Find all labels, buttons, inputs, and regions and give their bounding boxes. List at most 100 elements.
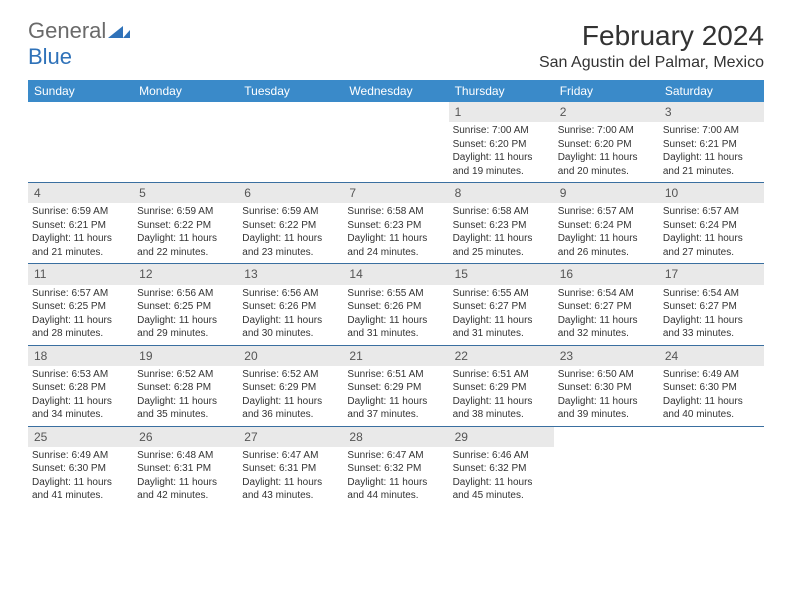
daylight-text: Daylight: 11 hours and 39 minutes.	[558, 395, 655, 422]
day-number: 17	[659, 264, 764, 284]
day-number: 27	[238, 427, 343, 447]
daylight-text: Daylight: 11 hours and 42 minutes.	[137, 476, 234, 503]
day-info: Sunrise: 6:58 AMSunset: 6:23 PMDaylight:…	[343, 203, 448, 263]
day-info: Sunrise: 6:53 AMSunset: 6:28 PMDaylight:…	[28, 366, 133, 426]
day-number: 10	[659, 183, 764, 203]
day-info: Sunrise: 6:52 AMSunset: 6:29 PMDaylight:…	[238, 366, 343, 426]
calendar-week-row: 4Sunrise: 6:59 AMSunset: 6:21 PMDaylight…	[28, 182, 764, 263]
day-number: 3	[659, 102, 764, 122]
daylight-text: Daylight: 11 hours and 31 minutes.	[347, 314, 444, 341]
day-number: 8	[449, 183, 554, 203]
day-number: 12	[133, 264, 238, 284]
sunset-text: Sunset: 6:25 PM	[32, 300, 129, 314]
sunset-text: Sunset: 6:30 PM	[32, 462, 129, 476]
sunrise-text: Sunrise: 6:58 AM	[347, 205, 444, 219]
calendar-day-cell: 28Sunrise: 6:47 AMSunset: 6:32 PMDayligh…	[343, 427, 448, 507]
daylight-text: Daylight: 11 hours and 35 minutes.	[137, 395, 234, 422]
day-info: Sunrise: 6:47 AMSunset: 6:32 PMDaylight:…	[343, 447, 448, 507]
day-number: 15	[449, 264, 554, 284]
sunrise-text: Sunrise: 7:00 AM	[663, 124, 760, 138]
sunrise-text: Sunrise: 6:57 AM	[558, 205, 655, 219]
sunset-text: Sunset: 6:20 PM	[453, 138, 550, 152]
calendar-day-cell: 22Sunrise: 6:51 AMSunset: 6:29 PMDayligh…	[449, 346, 554, 426]
weekday-label: Saturday	[659, 80, 764, 102]
sunset-text: Sunset: 6:31 PM	[242, 462, 339, 476]
weekday-label: Friday	[554, 80, 659, 102]
day-info: Sunrise: 7:00 AMSunset: 6:20 PMDaylight:…	[554, 122, 659, 182]
sunset-text: Sunset: 6:24 PM	[663, 219, 760, 233]
calendar-week-row: 11Sunrise: 6:57 AMSunset: 6:25 PMDayligh…	[28, 263, 764, 344]
sunrise-text: Sunrise: 6:51 AM	[347, 368, 444, 382]
sunset-text: Sunset: 6:31 PM	[137, 462, 234, 476]
sunset-text: Sunset: 6:21 PM	[32, 219, 129, 233]
calendar-day-cell: 19Sunrise: 6:52 AMSunset: 6:28 PMDayligh…	[133, 346, 238, 426]
sunset-text: Sunset: 6:24 PM	[558, 219, 655, 233]
daylight-text: Daylight: 11 hours and 43 minutes.	[242, 476, 339, 503]
day-info: Sunrise: 6:51 AMSunset: 6:29 PMDaylight:…	[449, 366, 554, 426]
calendar-day-cell: 15Sunrise: 6:55 AMSunset: 6:27 PMDayligh…	[449, 264, 554, 344]
day-number: 11	[28, 264, 133, 284]
calendar-day-cell: .	[554, 427, 659, 507]
day-number: 6	[238, 183, 343, 203]
day-info: Sunrise: 6:59 AMSunset: 6:22 PMDaylight:…	[238, 203, 343, 263]
daylight-text: Daylight: 11 hours and 32 minutes.	[558, 314, 655, 341]
sunrise-text: Sunrise: 6:54 AM	[663, 287, 760, 301]
sunset-text: Sunset: 6:23 PM	[453, 219, 550, 233]
sunrise-text: Sunrise: 7:00 AM	[558, 124, 655, 138]
sunrise-text: Sunrise: 6:59 AM	[137, 205, 234, 219]
sunset-text: Sunset: 6:20 PM	[558, 138, 655, 152]
daylight-text: Daylight: 11 hours and 20 minutes.	[558, 151, 655, 178]
calendar-day-cell: 8Sunrise: 6:58 AMSunset: 6:23 PMDaylight…	[449, 183, 554, 263]
daylight-text: Daylight: 11 hours and 25 minutes.	[453, 232, 550, 259]
day-number: 2	[554, 102, 659, 122]
calendar-week-row: ....1Sunrise: 7:00 AMSunset: 6:20 PMDayl…	[28, 102, 764, 182]
weekday-label: Wednesday	[343, 80, 448, 102]
brand-part2: Blue	[28, 44, 72, 70]
calendar-day-cell: 1Sunrise: 7:00 AMSunset: 6:20 PMDaylight…	[449, 102, 554, 182]
calendar-day-cell: 27Sunrise: 6:47 AMSunset: 6:31 PMDayligh…	[238, 427, 343, 507]
sunrise-text: Sunrise: 6:55 AM	[453, 287, 550, 301]
calendar-day-cell: .	[343, 102, 448, 182]
calendar-day-cell: 25Sunrise: 6:49 AMSunset: 6:30 PMDayligh…	[28, 427, 133, 507]
sunrise-text: Sunrise: 6:49 AM	[663, 368, 760, 382]
daylight-text: Daylight: 11 hours and 21 minutes.	[663, 151, 760, 178]
daylight-text: Daylight: 11 hours and 44 minutes.	[347, 476, 444, 503]
sunset-text: Sunset: 6:27 PM	[663, 300, 760, 314]
day-number: 18	[28, 346, 133, 366]
calendar-day-cell: .	[659, 427, 764, 507]
daylight-text: Daylight: 11 hours and 40 minutes.	[663, 395, 760, 422]
calendar-week-row: 25Sunrise: 6:49 AMSunset: 6:30 PMDayligh…	[28, 426, 764, 507]
weekday-label: Sunday	[28, 80, 133, 102]
sunrise-text: Sunrise: 6:49 AM	[32, 449, 129, 463]
day-number: 21	[343, 346, 448, 366]
day-number: 14	[343, 264, 448, 284]
day-info: Sunrise: 6:49 AMSunset: 6:30 PMDaylight:…	[28, 447, 133, 507]
brand-part1: General	[28, 20, 106, 42]
day-info: Sunrise: 6:48 AMSunset: 6:31 PMDaylight:…	[133, 447, 238, 507]
sunrise-text: Sunrise: 6:52 AM	[137, 368, 234, 382]
sunrise-text: Sunrise: 6:52 AM	[242, 368, 339, 382]
calendar-day-cell: 3Sunrise: 7:00 AMSunset: 6:21 PMDaylight…	[659, 102, 764, 182]
sunrise-text: Sunrise: 6:46 AM	[453, 449, 550, 463]
sunrise-text: Sunrise: 6:50 AM	[558, 368, 655, 382]
day-number: 26	[133, 427, 238, 447]
day-info: Sunrise: 6:59 AMSunset: 6:21 PMDaylight:…	[28, 203, 133, 263]
sunrise-text: Sunrise: 6:57 AM	[663, 205, 760, 219]
daylight-text: Daylight: 11 hours and 38 minutes.	[453, 395, 550, 422]
calendar-body: ....1Sunrise: 7:00 AMSunset: 6:20 PMDayl…	[28, 102, 764, 507]
title-block: February 2024 San Agustin del Palmar, Me…	[539, 20, 764, 72]
sunset-text: Sunset: 6:29 PM	[453, 381, 550, 395]
location-text: San Agustin del Palmar, Mexico	[539, 54, 764, 72]
day-info: Sunrise: 6:46 AMSunset: 6:32 PMDaylight:…	[449, 447, 554, 507]
daylight-text: Daylight: 11 hours and 26 minutes.	[558, 232, 655, 259]
page-header: General February 2024 San Agustin del Pa…	[28, 20, 764, 72]
day-info: Sunrise: 6:55 AMSunset: 6:26 PMDaylight:…	[343, 285, 448, 345]
calendar-day-cell: 29Sunrise: 6:46 AMSunset: 6:32 PMDayligh…	[449, 427, 554, 507]
calendar-day-cell: 6Sunrise: 6:59 AMSunset: 6:22 PMDaylight…	[238, 183, 343, 263]
calendar-weekday-header: Sunday Monday Tuesday Wednesday Thursday…	[28, 80, 764, 102]
sunrise-text: Sunrise: 7:00 AM	[453, 124, 550, 138]
calendar-day-cell: 23Sunrise: 6:50 AMSunset: 6:30 PMDayligh…	[554, 346, 659, 426]
sunrise-text: Sunrise: 6:59 AM	[32, 205, 129, 219]
daylight-text: Daylight: 11 hours and 24 minutes.	[347, 232, 444, 259]
day-info: Sunrise: 6:57 AMSunset: 6:24 PMDaylight:…	[554, 203, 659, 263]
